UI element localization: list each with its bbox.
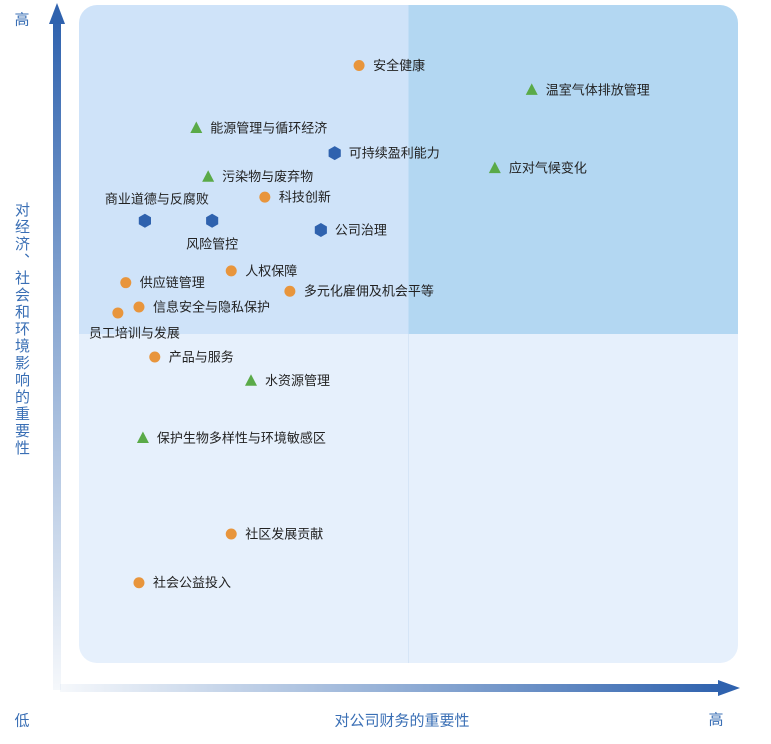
marker	[149, 351, 161, 363]
point-label: 人权保障	[245, 263, 297, 279]
marker	[202, 170, 215, 182]
low-label: 低	[14, 712, 29, 730]
marker	[525, 83, 538, 95]
marker	[328, 146, 341, 161]
x-axis-arrowhead	[718, 680, 740, 696]
point-label: 多元化雇佣及机会平等	[304, 284, 434, 300]
point-label: 可持续盈利能力	[349, 147, 440, 162]
plot-background	[79, 5, 738, 663]
point-label: 社会公益投入	[153, 575, 231, 591]
marker	[488, 161, 501, 174]
marker	[314, 223, 327, 237]
point-label: 污染物与废弃物	[222, 169, 313, 185]
point-label: 水资源管理	[265, 374, 330, 389]
y-axis-arrow	[53, 18, 61, 690]
point-label: 能源管理与循环经济	[210, 122, 327, 137]
point-label: 信息安全与隐私保护	[153, 300, 270, 316]
marker	[225, 265, 237, 277]
marker	[136, 431, 149, 443]
marker	[259, 191, 271, 203]
point-label: 公司治理	[335, 224, 387, 239]
x-axis-title: 对公司财务的重要性	[334, 712, 469, 730]
marker	[284, 285, 296, 297]
marker	[353, 60, 365, 72]
marker	[133, 301, 145, 313]
point-label: 商业道德与反腐败	[105, 192, 209, 207]
marker	[190, 121, 203, 134]
x-axis-arrow	[60, 684, 722, 692]
point-label: 社区发展贡献	[245, 527, 323, 543]
y-high-label: 高	[14, 11, 29, 29]
marker	[244, 374, 257, 386]
marker	[225, 528, 237, 540]
marker	[138, 213, 151, 228]
point-label: 员工培训与发展	[89, 325, 180, 341]
point-label: 产品与服务	[169, 350, 234, 366]
x-high-label: 高	[708, 711, 723, 729]
marker	[120, 277, 132, 289]
point-label: 供应链管理	[140, 275, 205, 291]
point-label: 温室气体排放管理	[546, 82, 650, 98]
marker	[133, 577, 145, 589]
y-axis-arrowhead	[49, 3, 65, 24]
marker	[206, 213, 219, 228]
marker	[112, 307, 124, 319]
y-axis-title: 对经济、社会和环境影响的重要性	[13, 202, 31, 457]
quadrant-top-left	[79, 5, 409, 334]
point-label: 应对气候变化	[509, 161, 587, 177]
point-label: 安全健康	[373, 58, 425, 74]
point-label: 风险管控	[186, 237, 238, 252]
point-label: 保护生物多样性与环境敏感区	[157, 430, 326, 446]
point-label: 科技创新	[279, 190, 331, 206]
quadrant-top-right	[408, 5, 738, 334]
